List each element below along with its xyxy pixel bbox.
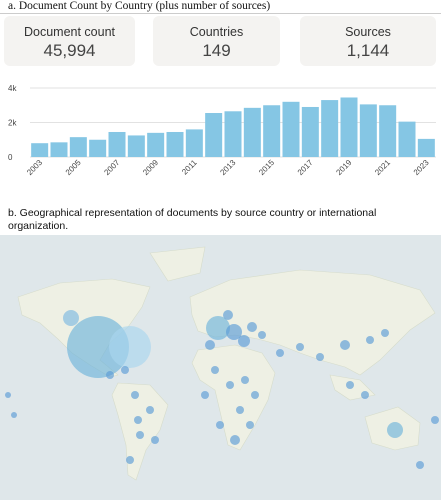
- map-bubble: [238, 335, 250, 347]
- map-bubble: [236, 406, 244, 414]
- bar: [321, 100, 339, 157]
- map-bubble: [246, 421, 254, 429]
- map-bubble: [241, 376, 249, 384]
- bar: [108, 131, 126, 157]
- map-bubble: [230, 435, 240, 445]
- stat-label: Sources: [345, 25, 391, 39]
- map-bubble: [431, 416, 439, 424]
- x-tick-label: 2011: [180, 158, 199, 177]
- x-tick-label: 2013: [218, 158, 237, 177]
- map-bubble: [205, 340, 215, 350]
- map-bubble: [206, 316, 230, 340]
- stat-value: 45,994: [43, 41, 96, 60]
- map-bubble: [316, 353, 324, 361]
- bar: [301, 106, 319, 157]
- map-bubble: [258, 331, 266, 339]
- stat-label: Document count: [23, 25, 116, 39]
- bar: [263, 105, 281, 157]
- bar: [89, 139, 107, 157]
- stat-label: Countries: [189, 25, 244, 39]
- map-bubble: [223, 310, 233, 320]
- map-bubble: [276, 349, 284, 357]
- map-bubble: [416, 461, 424, 469]
- map-bubble: [216, 421, 224, 429]
- bar: [282, 101, 300, 157]
- map-bubble: [361, 391, 369, 399]
- map-bubbles: [5, 310, 439, 469]
- map-bubble: [67, 316, 129, 378]
- x-tick-label: 2017: [296, 158, 315, 177]
- bar: [50, 142, 68, 157]
- bar: [417, 138, 435, 157]
- map-bubble: [126, 456, 134, 464]
- bar: [205, 113, 223, 157]
- map-bubble: [134, 416, 142, 424]
- stat-value: 149: [202, 41, 231, 60]
- map-bubble: [146, 406, 154, 414]
- bar: [127, 135, 145, 157]
- map-bubble: [251, 391, 259, 399]
- map-bubble: [247, 322, 257, 332]
- x-tick-label: 2005: [64, 158, 83, 177]
- map-bubble: [121, 366, 129, 374]
- map-bubble: [151, 436, 159, 444]
- map-bubble: [11, 412, 17, 418]
- map-bubble: [387, 422, 403, 438]
- bar: [359, 104, 377, 157]
- x-tick-label: 2003: [25, 158, 44, 177]
- map-bubble: [136, 431, 144, 439]
- x-tick-label: 2023: [412, 158, 431, 177]
- bar: [398, 121, 416, 157]
- stat-card: Countries 149: [153, 16, 280, 66]
- caption-a: a. Document Count by Country (plus numbe…: [8, 0, 271, 12]
- map-bubble: [131, 391, 139, 399]
- map-bubble: [296, 343, 304, 351]
- x-tick-label: 2019: [334, 158, 353, 177]
- y-tick-label: 0: [8, 153, 13, 162]
- map-bubble: [340, 340, 350, 350]
- stat-card: Document count 45,994: [4, 16, 135, 66]
- bar-chart: 0 2k 4k 2003 2005 2007 2009 2011 2013 2015 2017 201…: [8, 84, 436, 177]
- map-bubble: [109, 326, 151, 368]
- map-bubble: [346, 381, 354, 389]
- divider: [0, 13, 441, 14]
- bar: [147, 132, 165, 157]
- map-bubble: [201, 391, 209, 399]
- map-bubble: [5, 392, 11, 398]
- caption-b: b. Geographical representation of docume…: [8, 207, 377, 232]
- bar: [224, 111, 242, 157]
- stat-value: 1,144: [346, 41, 390, 60]
- x-tick-label: 2007: [102, 158, 121, 177]
- bar: [166, 131, 184, 157]
- map-bubble: [366, 336, 374, 344]
- stat-card: Sources 1,144: [300, 16, 436, 66]
- bar: [379, 105, 397, 157]
- x-tick-label: 2021: [373, 158, 392, 177]
- world-map: [0, 235, 441, 500]
- bar: [243, 107, 261, 157]
- map-bubble: [211, 366, 219, 374]
- x-tick-label: 2015: [257, 158, 276, 177]
- map-bubble: [226, 324, 242, 340]
- map-bubble: [226, 381, 234, 389]
- bar: [69, 137, 87, 157]
- y-tick-label: 4k: [8, 84, 17, 93]
- bar: [185, 129, 203, 157]
- map-bubble: [381, 329, 389, 337]
- map-bubble: [63, 310, 79, 326]
- x-tick-label: 2009: [141, 158, 160, 177]
- map-bubble: [106, 371, 114, 379]
- y-tick-label: 2k: [8, 119, 17, 128]
- bar: [340, 97, 358, 157]
- bar: [31, 143, 49, 157]
